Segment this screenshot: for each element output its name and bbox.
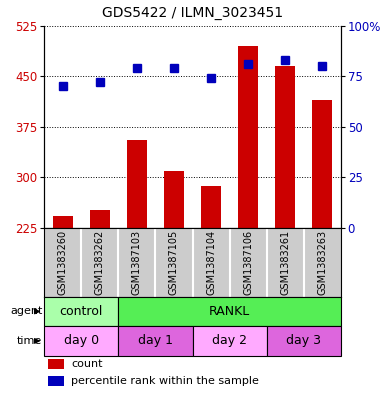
- Bar: [119, 326, 192, 356]
- Bar: [48, 376, 64, 386]
- Bar: [48, 359, 64, 369]
- Text: GSM1383260: GSM1383260: [58, 230, 68, 295]
- Bar: [44, 297, 119, 326]
- Text: GSM1383261: GSM1383261: [280, 230, 290, 295]
- Bar: [90, 210, 110, 228]
- Bar: [201, 186, 221, 228]
- Bar: [238, 46, 258, 228]
- Text: day 2: day 2: [212, 334, 247, 347]
- Text: RANKL: RANKL: [209, 305, 250, 318]
- Text: time: time: [17, 336, 42, 346]
- Bar: [192, 326, 267, 356]
- Text: percentile rank within the sample: percentile rank within the sample: [71, 376, 259, 386]
- Text: GSM1387105: GSM1387105: [169, 230, 179, 295]
- Text: count: count: [71, 359, 103, 369]
- Bar: [266, 326, 341, 356]
- Text: day 0: day 0: [64, 334, 99, 347]
- Text: agent: agent: [10, 307, 42, 316]
- Text: GSM1387106: GSM1387106: [243, 230, 253, 295]
- Bar: [312, 100, 332, 228]
- Text: day 3: day 3: [286, 334, 321, 347]
- Text: GSM1383262: GSM1383262: [95, 230, 105, 295]
- Bar: [44, 326, 119, 356]
- Text: day 1: day 1: [138, 334, 173, 347]
- Bar: [275, 66, 295, 228]
- Bar: [164, 171, 184, 228]
- Bar: [127, 140, 147, 228]
- Text: GSM1383263: GSM1383263: [317, 230, 327, 295]
- Text: GDS5422 / ILMN_3023451: GDS5422 / ILMN_3023451: [102, 6, 283, 20]
- Bar: [119, 297, 341, 326]
- Text: GSM1387103: GSM1387103: [132, 230, 142, 295]
- Text: control: control: [60, 305, 103, 318]
- Text: GSM1387104: GSM1387104: [206, 230, 216, 295]
- Bar: [53, 217, 73, 228]
